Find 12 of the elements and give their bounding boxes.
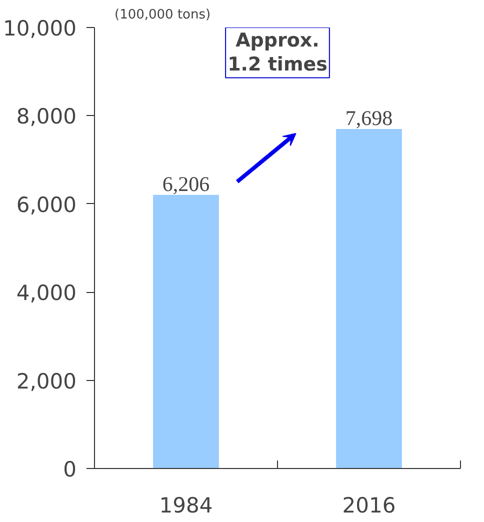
annotation: Approx. 1.2 times [228, 30, 328, 76]
y-tick-label: 10,000 [3, 16, 77, 40]
y-tick-label: 8,000 [16, 104, 77, 129]
data-label: 6,206 [162, 172, 210, 196]
y-tick-label: 2,000 [16, 369, 77, 394]
x-tick-label: 2016 [342, 494, 396, 518]
y-tick-label: 0 [63, 458, 77, 482]
y-tick-label: 4,000 [16, 281, 77, 306]
x-tick-label: 1984 [159, 494, 213, 518]
data-label: 7,698 [345, 106, 393, 130]
y-tick-label: 6,000 [16, 192, 77, 217]
y-axis-title: (100,000 tons) [114, 8, 211, 22]
